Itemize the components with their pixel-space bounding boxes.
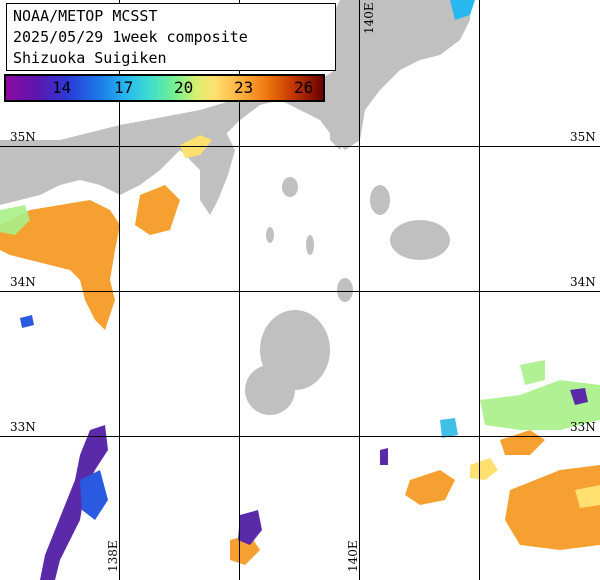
title-line-2: 2025/05/29 1week composite bbox=[13, 28, 248, 46]
lon-label-140e-bottom: 140E bbox=[346, 540, 360, 572]
colorbar-label-17: 17 bbox=[114, 78, 134, 97]
colorbar-label-26: 26 bbox=[294, 78, 314, 97]
sst-blue-patches bbox=[20, 0, 475, 520]
lat-label-35n-left: 35N bbox=[10, 130, 36, 144]
lat-label-34n-right: 34N bbox=[570, 275, 596, 289]
lon-label-138e-bottom: 138E bbox=[106, 540, 120, 572]
title-line-3: Shizuoka Suigiken bbox=[13, 49, 167, 67]
lat-label-34n-left: 34N bbox=[10, 275, 36, 289]
lat-label-33n-right: 33N bbox=[570, 420, 596, 434]
land bbox=[0, 0, 470, 415]
colorbar-label-20: 20 bbox=[174, 78, 194, 97]
colorbar-label-23: 23 bbox=[234, 78, 254, 97]
temperature-colorbar: 14 17 20 23 26 bbox=[4, 74, 325, 102]
sst-warm-patches bbox=[0, 185, 600, 565]
lat-label-33n-left: 33N bbox=[10, 420, 36, 434]
lon-label-140e-top: 140E bbox=[362, 2, 376, 34]
map-title-box: NOAA/METOP MCSST 2025/05/29 1week compos… bbox=[6, 3, 336, 71]
title-line-1: NOAA/METOP MCSST bbox=[13, 7, 158, 25]
sst-cold-patches bbox=[40, 388, 588, 580]
colorbar-label-14: 14 bbox=[52, 78, 72, 97]
sst-mid-patches bbox=[0, 205, 600, 430]
lat-label-35n-right: 35N bbox=[570, 130, 596, 144]
